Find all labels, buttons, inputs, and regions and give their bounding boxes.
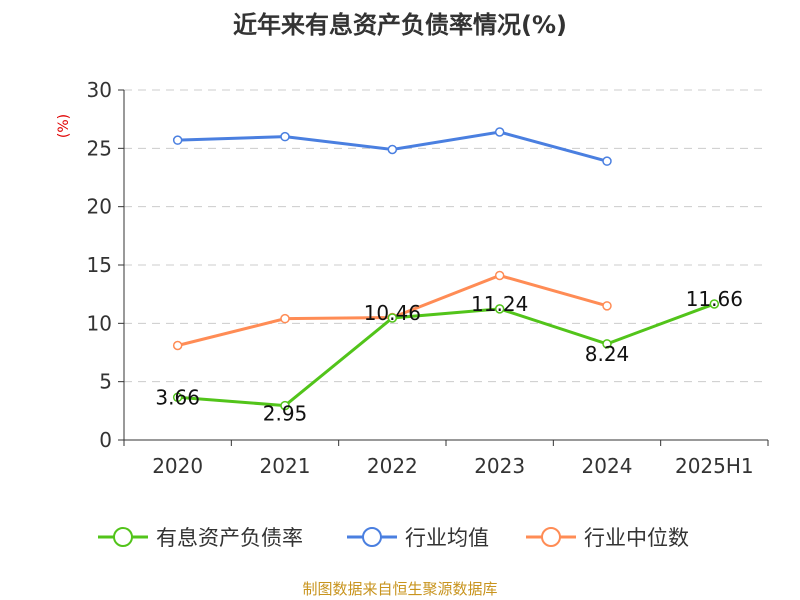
x-tick-label: 2021 <box>260 454 311 478</box>
data-point[interactable] <box>602 339 612 349</box>
legend-circle-icon <box>541 527 561 547</box>
x-tick-label: 2024 <box>582 454 633 478</box>
data-point[interactable] <box>172 340 183 351</box>
data-label: 11.66 <box>686 287 743 311</box>
data-point[interactable] <box>709 299 720 309</box>
data-point[interactable] <box>387 144 398 155</box>
legend-label: 有息资产负债率 <box>156 526 303 550</box>
legend-item[interactable]: 有息资产负债率 <box>98 526 303 550</box>
x-tick-label: 2023 <box>474 454 525 478</box>
y-tick-label: 5 <box>99 370 112 394</box>
data-point[interactable] <box>387 313 398 323</box>
data-point[interactable] <box>494 304 505 314</box>
y-tick-label: 30 <box>87 78 112 102</box>
data-point[interactable] <box>494 270 505 281</box>
data-label: 8.24 <box>585 342 630 366</box>
data-point[interactable] <box>280 131 290 142</box>
y-axis-label: (%) <box>56 114 72 138</box>
legend-circle-icon <box>113 527 133 547</box>
legend-item[interactable]: 行业均值 <box>347 526 489 550</box>
data-point[interactable] <box>494 127 505 137</box>
y-tick-label: 20 <box>87 195 112 219</box>
data-label: 11.24 <box>471 292 528 316</box>
data-point[interactable] <box>280 400 290 411</box>
x-tick-label: 2020 <box>152 454 203 478</box>
data-label: 2.95 <box>263 402 308 426</box>
data-label: 3.66 <box>155 385 200 409</box>
legend-label: 行业均值 <box>405 526 489 550</box>
data-point[interactable] <box>602 156 612 166</box>
legend-circle-icon <box>362 527 382 547</box>
source-note: 制图数据来自恒生聚源数据库 <box>302 580 497 598</box>
data-label: 10.46 <box>364 301 421 325</box>
y-tick-label: 10 <box>87 311 112 335</box>
y-tick-label: 0 <box>99 428 112 452</box>
data-point[interactable] <box>172 135 183 145</box>
y-tick-label: 25 <box>87 136 112 160</box>
legend-item[interactable]: 行业中位数 <box>526 526 689 550</box>
legend-label: 行业中位数 <box>584 526 689 550</box>
x-tick-label: 2022 <box>367 454 418 478</box>
series-line <box>177 302 715 408</box>
data-point[interactable] <box>280 313 290 324</box>
x-tick-label: 2025H1 <box>675 454 754 478</box>
data-point[interactable] <box>172 392 183 403</box>
y-tick-label: 15 <box>87 253 112 277</box>
chart-title: 近年来有息资产负债率情况(%) <box>233 11 567 39</box>
data-point[interactable] <box>602 301 612 311</box>
